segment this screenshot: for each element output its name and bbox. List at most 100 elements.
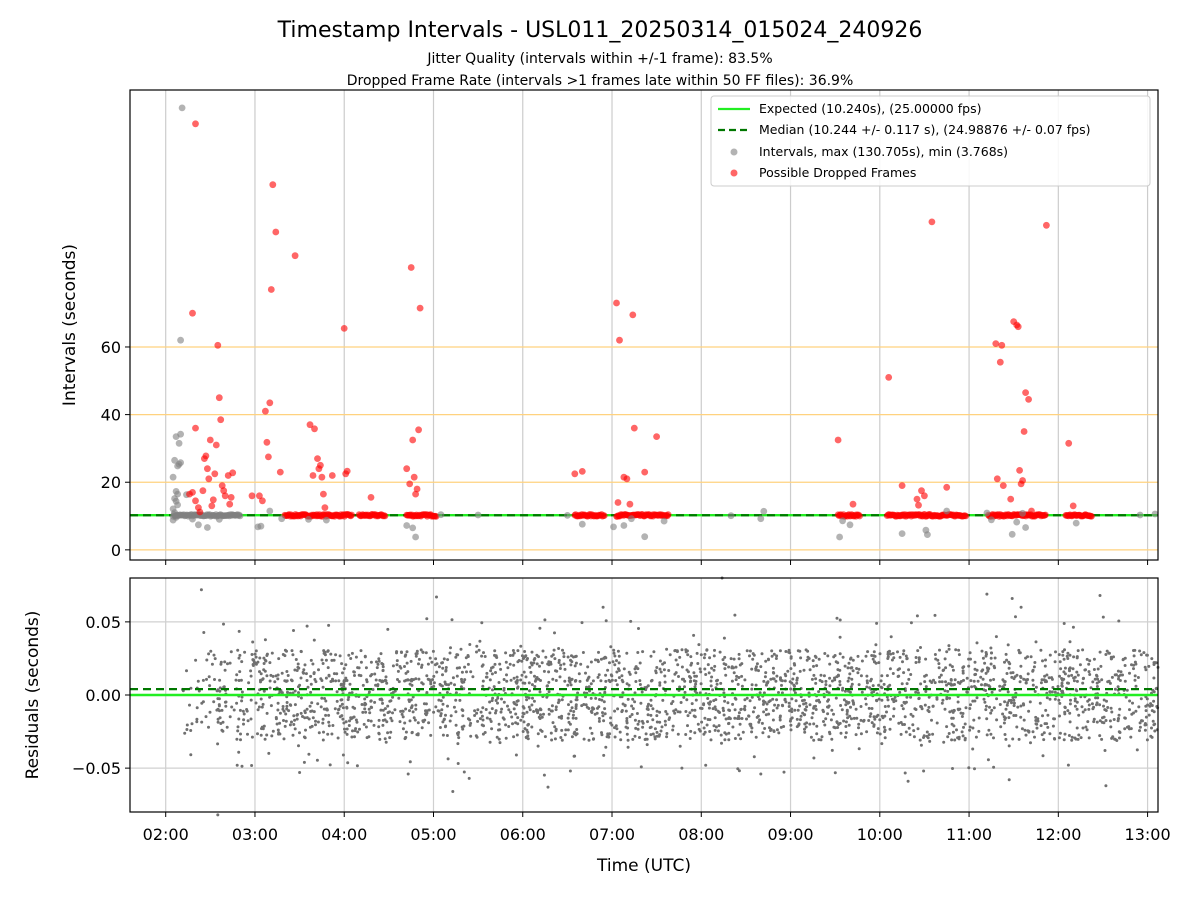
interval-point — [760, 507, 768, 515]
residual-point — [415, 652, 419, 655]
dropped-frame-point — [221, 492, 229, 500]
residual-point — [826, 654, 830, 658]
residual-point — [498, 741, 502, 745]
residual-point — [842, 719, 846, 723]
residual-point — [591, 737, 595, 741]
residual-point — [832, 712, 835, 716]
residual-point — [1073, 736, 1077, 740]
residual-point — [299, 711, 303, 715]
residual-point — [383, 718, 387, 722]
residual-point — [802, 702, 806, 706]
residual-point — [1109, 725, 1113, 729]
residual-point — [655, 720, 659, 724]
residual-point — [1075, 689, 1079, 693]
residual-point — [953, 678, 957, 682]
residual-point — [575, 695, 579, 699]
residual-point — [240, 695, 244, 699]
residual-point — [254, 649, 258, 653]
residual-point — [352, 670, 356, 674]
residual-point — [507, 708, 511, 712]
residual-point — [880, 698, 884, 702]
residual-point — [426, 677, 430, 681]
residual-point — [205, 658, 209, 662]
residual-point — [740, 717, 744, 720]
residual-point — [415, 649, 419, 653]
dropped-frame-point — [367, 494, 375, 501]
dropped-frame-point — [616, 336, 623, 344]
residual-point — [391, 664, 395, 668]
top-ytick-label: 20 — [101, 473, 121, 492]
residual-point — [633, 734, 637, 738]
bottom-ytick-label: 0.05 — [85, 613, 121, 632]
residual-point — [616, 649, 620, 653]
residual-point — [737, 733, 741, 737]
residual-point — [793, 663, 797, 667]
residual-point — [280, 671, 284, 675]
residual-point — [346, 698, 350, 702]
interval-point — [578, 520, 586, 528]
residual-point — [998, 684, 1002, 688]
residual-point — [212, 653, 216, 657]
residual-point — [460, 680, 464, 683]
residual-point — [525, 710, 529, 714]
residual-point — [462, 724, 466, 728]
residual-point — [1123, 679, 1127, 683]
residual-point — [934, 657, 938, 661]
residual-point — [961, 671, 965, 675]
residual-point — [1106, 680, 1110, 684]
dropped-frame-point — [306, 421, 314, 429]
residual-point — [1113, 687, 1117, 691]
residual-point — [1034, 640, 1038, 644]
residual-point — [857, 747, 861, 751]
residual-point — [775, 698, 779, 702]
residual-point — [750, 687, 754, 691]
residual-point — [549, 731, 553, 735]
residual-point — [649, 679, 653, 683]
residual-point — [242, 712, 246, 716]
residual-point — [282, 737, 286, 741]
residual-point — [290, 720, 293, 724]
interval-point — [641, 533, 649, 541]
residual-point — [859, 732, 863, 736]
residual-point — [490, 672, 494, 676]
residual-point — [922, 769, 926, 773]
residual-point — [550, 654, 554, 658]
residual-point — [885, 674, 889, 678]
residual-point — [621, 702, 625, 706]
residual-point — [1028, 700, 1032, 704]
residual-point — [537, 715, 541, 719]
residual-point — [1090, 702, 1094, 706]
residual-point — [456, 733, 460, 737]
residual-point — [802, 713, 806, 717]
residual-point — [363, 655, 367, 659]
residual-point — [299, 676, 303, 680]
residual-point — [1062, 738, 1066, 742]
residual-point — [649, 704, 653, 708]
residual-point — [781, 704, 785, 708]
residual-point — [222, 685, 226, 689]
residual-point — [708, 718, 712, 722]
residual-point — [1134, 662, 1138, 666]
residual-point — [276, 728, 280, 732]
residual-point — [764, 671, 768, 675]
residual-point — [1118, 731, 1122, 734]
residual-point — [1003, 718, 1007, 721]
residual-point — [684, 648, 688, 652]
residual-point — [593, 712, 597, 716]
residual-point — [803, 727, 806, 731]
residual-point — [574, 704, 578, 708]
residual-point — [235, 737, 239, 741]
residual-point — [1100, 737, 1104, 741]
residual-point — [538, 664, 541, 668]
residual-point — [965, 690, 969, 694]
residual-point — [899, 721, 903, 724]
residual-point — [847, 676, 851, 680]
residual-point — [912, 729, 916, 733]
dropped-frame-point — [229, 469, 237, 477]
residual-point — [847, 661, 851, 665]
residual-point — [1073, 699, 1077, 703]
residual-point — [649, 713, 653, 717]
residual-point — [751, 657, 755, 661]
residual-point — [838, 618, 842, 622]
